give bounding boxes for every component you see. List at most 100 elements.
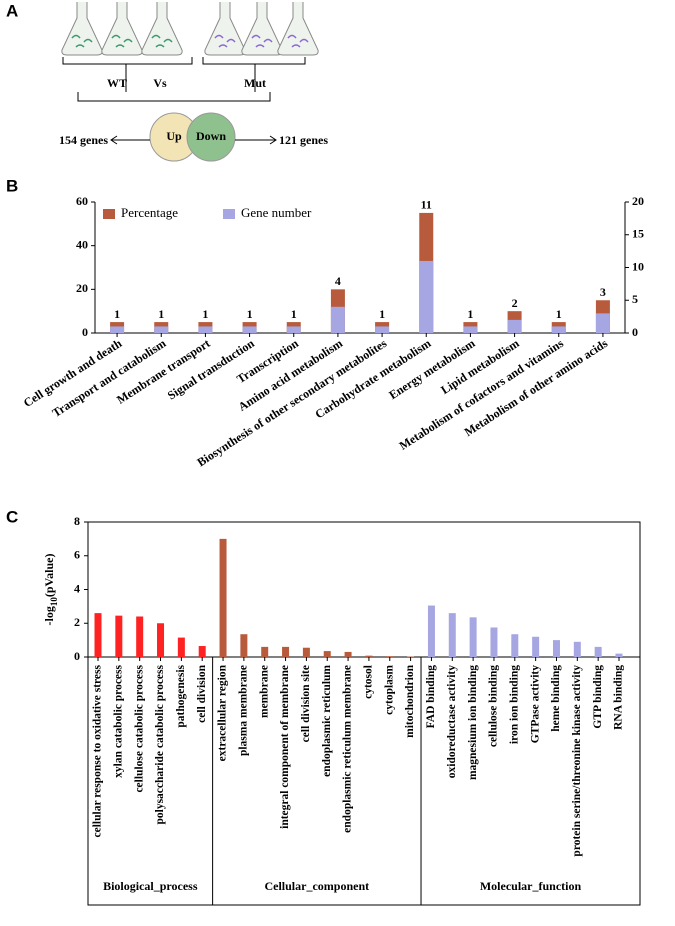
data-label: 11 [421,198,432,212]
y-tick-label: 40 [76,237,88,251]
bar [375,326,390,333]
y-tick-label: 4 [74,581,80,595]
x-tick-label: magnesium ion binding [467,665,479,780]
bar [386,656,394,657]
down-label: Down [196,129,226,143]
bar [507,319,522,333]
bar [615,653,623,657]
down-circle [186,112,236,162]
x-tick-label: cytoplasm [383,665,395,715]
y-tick-label: 0 [82,325,88,339]
x-tick-label: polysaccharide catabolic process [154,664,166,824]
panel-label: B [6,176,18,195]
bar [177,637,185,657]
bar [532,636,540,657]
arrows [110,135,277,145]
flask [204,2,246,56]
bar [469,617,477,657]
y2-tick-label: 15 [632,227,644,241]
flask-culture [151,34,173,48]
data-label: 1 [158,307,164,321]
bar [551,326,566,333]
flask [61,2,103,56]
x-tick-label: pathogenesis [175,664,187,727]
x-tick-label: FAD binding [425,665,437,729]
bar [323,651,331,657]
x-tick-label: extracellular region [217,664,229,761]
data-label: 3 [600,285,606,299]
data-label: 2 [512,296,518,310]
x-tick-label: mitochondrion [404,664,416,737]
data-label: 1 [379,307,385,321]
y-tick-label: 0 [74,649,80,663]
legend-swatch [223,209,235,219]
bar [261,646,269,657]
x-tick-label: cytosol [363,665,375,699]
data-label: 1 [247,307,253,321]
flask-culture [111,34,133,48]
x-tick-label: endoplasmic reticulum membrane [342,665,354,833]
legend-label: Percentage [121,205,178,220]
bar [552,640,560,657]
y-axis-label-part: -log [42,606,56,625]
bar [94,613,102,657]
panel-label: C [6,507,18,526]
y2-tick-label: 0 [632,325,638,339]
bar [330,306,345,333]
gene-count: 154 genes [59,133,108,147]
flask-brackets [62,57,306,102]
group-label: Cellular_component [264,879,369,893]
gene-count: 121 genes [279,133,328,147]
group-label: Biological_process [103,879,198,893]
flask [141,2,183,56]
y-tick-label: 60 [76,194,88,208]
group-label: WT [107,76,127,90]
bar [594,646,602,657]
bar [240,634,248,657]
up-label: Up [166,129,182,143]
bar [407,656,415,657]
x-tick-label: protein serine/threonine kinase activity [571,665,583,857]
x-tick-label: heme binding [550,665,562,732]
panel-label: A [6,1,18,20]
bar [490,627,498,657]
x-tick-label: endoplasmic reticulum [321,665,333,777]
bar [198,646,206,657]
bar [198,326,213,333]
bracket [77,64,271,102]
x-tick-label: membrane [258,665,270,718]
data-label: 1 [202,307,208,321]
bar [157,623,165,657]
y-axis-label: -log10(pValue) [42,554,59,626]
flask-culture [251,34,273,48]
flask-culture [214,34,236,48]
bar [419,260,434,333]
bar [595,313,610,333]
x-tick-label: plasma membrane [238,665,250,756]
bar [511,634,519,657]
data-label: 1 [467,307,473,321]
legend-label: Gene number [241,205,312,220]
x-tick-label: cellulose catabolic process [133,664,145,792]
bar [448,613,456,657]
bracket [62,57,306,65]
axis [94,202,626,334]
bar [463,326,478,333]
bar [427,605,435,657]
bar [365,655,373,657]
flask [241,2,283,56]
x-tick-label: cellulose binding [488,665,500,747]
data-label: 1 [291,307,297,321]
x-tick-label: integral component of membrane [279,665,291,829]
bar [136,616,144,657]
bar [302,647,310,657]
bar [573,641,581,657]
bar [115,615,123,657]
y-tick-label: 8 [74,514,80,528]
versus-label: Vs [153,76,167,90]
bar [242,326,257,333]
y2-tick-label: 10 [632,259,644,273]
x-tick-label: GTP binding [592,665,604,729]
y2-tick-label: 20 [632,194,644,208]
